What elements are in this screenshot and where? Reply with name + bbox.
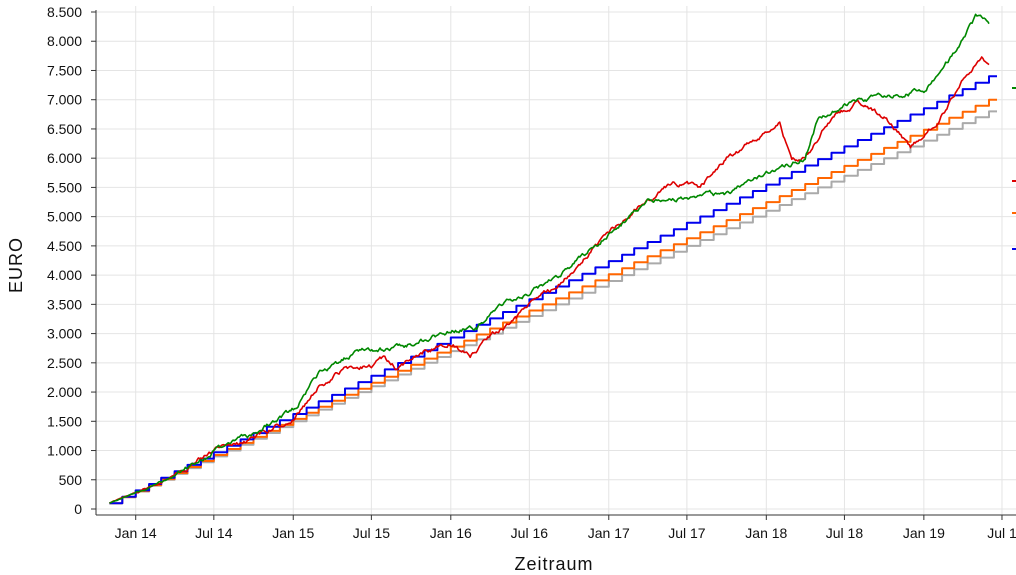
y-tick-label: 4.000 <box>47 267 82 283</box>
y-tick-label: 0 <box>74 501 82 517</box>
x-tick-label: Jan 15 <box>272 525 314 541</box>
x-tick-label: Jul 18 <box>826 525 864 541</box>
y-tick-label: 7.000 <box>47 92 82 108</box>
x-tick-label: Jul 16 <box>511 525 549 541</box>
gridlines <box>96 6 1016 515</box>
x-tick-label: Jan 17 <box>588 525 630 541</box>
y-tick-label: 5.500 <box>47 179 82 195</box>
series-line <box>109 98 997 505</box>
axes <box>95 10 1016 516</box>
x-tick-label: Jan 18 <box>745 525 787 541</box>
x-tick-label: Jul 14 <box>195 525 233 541</box>
legend-markers <box>1012 87 1016 250</box>
x-tick-label: Jan 14 <box>115 525 157 541</box>
series-lines <box>109 13 997 505</box>
x-tick-label: Jan 16 <box>430 525 472 541</box>
y-tick-label: 2.500 <box>47 355 82 371</box>
y-tick-label: 5.000 <box>47 209 82 225</box>
y-tick-label: 1.000 <box>47 443 82 459</box>
y-axis-title: EURO <box>6 237 26 293</box>
y-tick-label: 1.500 <box>47 413 82 429</box>
series-line <box>109 56 990 504</box>
y-tick-label: 2.000 <box>47 384 82 400</box>
x-tick-label: Jul 15 <box>353 525 391 541</box>
y-tick-label: 6.500 <box>47 121 82 137</box>
y-tick-label: 3.000 <box>47 326 82 342</box>
series-line <box>109 13 990 504</box>
x-axis-ticks: Jan 14 Jul 14 Jan 15 Jul 15 Jan 16 Jul 16 Jan … <box>115 515 1016 541</box>
y-tick-label: 3.500 <box>47 296 82 312</box>
y-tick-label: 8.000 <box>47 33 82 49</box>
x-tick-label: Jul 1 <box>987 525 1016 541</box>
y-tick-label: 500 <box>59 472 83 488</box>
x-axis-title: Zeitraum <box>514 554 593 574</box>
y-tick-label: 7.500 <box>47 62 82 78</box>
series-line <box>109 110 997 505</box>
y-tick-label: 8.500 <box>47 4 82 20</box>
x-tick-label: Jan 19 <box>903 525 945 541</box>
x-tick-label: Jul 17 <box>668 525 706 541</box>
y-tick-label: 6.000 <box>47 150 82 166</box>
y-axis-ticks: 0 500 1.000 1.500 2.000 2.500 3.000 3.500 4.000 4… <box>47 4 96 517</box>
y-tick-label: 4.500 <box>47 238 82 254</box>
